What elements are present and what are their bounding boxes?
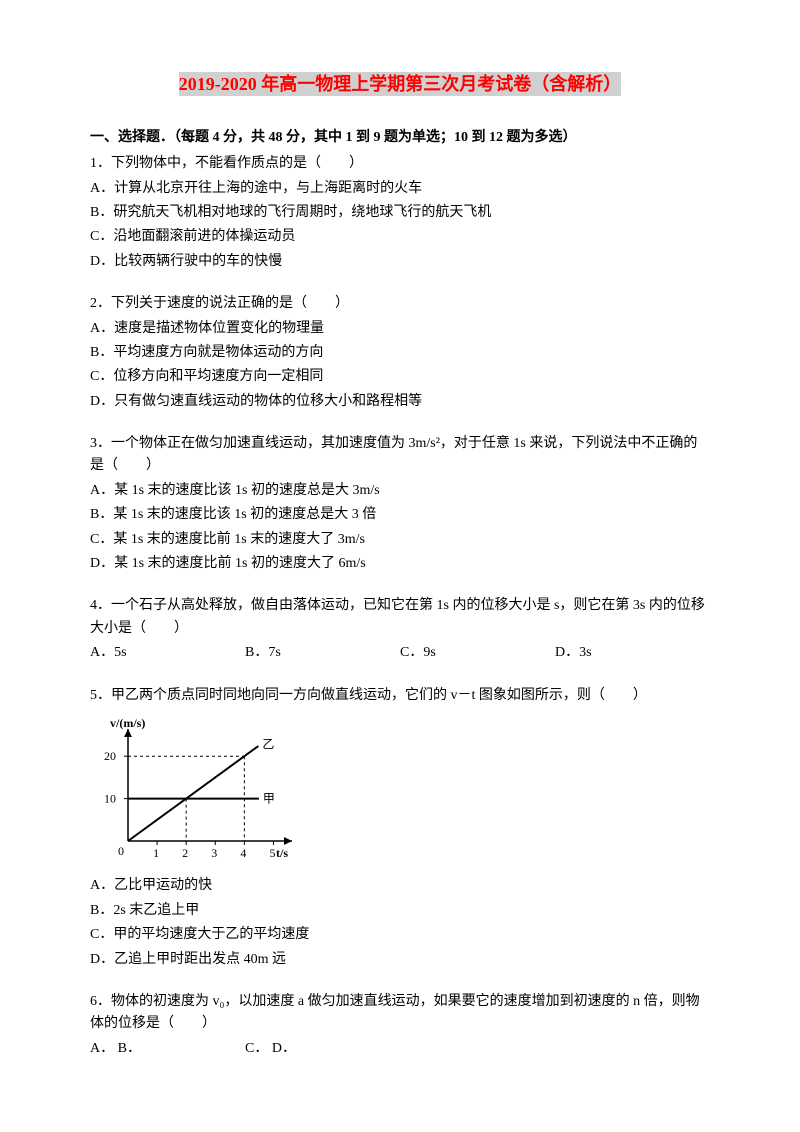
q4-stem: 4．一个石子从高处释放，做自由落体运动，已知它在第 1s 内的位移大小是 s，则… xyxy=(90,595,710,640)
svg-text:10: 10 xyxy=(104,792,116,806)
q4-option-b: B．7s xyxy=(245,642,400,664)
svg-text:20: 20 xyxy=(104,749,116,763)
q4-option-d: D．3s xyxy=(555,642,710,664)
svg-text:v/(m/s): v/(m/s) xyxy=(110,716,145,730)
q4-option-a: A．5s xyxy=(90,642,245,664)
q5-option-b: B．2s 末乙追上甲 xyxy=(90,900,710,922)
q3-option-d: D．某 1s 末的速度比前 1s 初的速度大了 6m/s xyxy=(90,553,710,575)
svg-text:4: 4 xyxy=(240,846,246,860)
q5-option-a: A．乙比甲运动的快 xyxy=(90,875,710,897)
q3-option-a: A．某 1s 末的速度比该 1s 初的速度总是大 3m/s xyxy=(90,480,710,502)
vt-chart-svg: 0 1 2 3 4 5 10 20 v/(m/s) t/s 甲 乙 xyxy=(90,713,300,863)
question-1: 1．下列物体中，不能看作质点的是（ ） A．计算从北京开往上海的途中，与上海距离… xyxy=(90,153,710,273)
q6-stem: 6．物体的初速度为 v₀，以加速度 a 做匀加速直线运动，如果要它的速度增加到初… xyxy=(90,991,710,1036)
svg-text:1: 1 xyxy=(153,846,159,860)
q1-option-c: C．沿地面翻滚前进的体操运动员 xyxy=(90,226,710,248)
question-6: 6．物体的初速度为 v₀，以加速度 a 做匀加速直线运动，如果要它的速度增加到初… xyxy=(90,991,710,1060)
q1-option-a: A．计算从北京开往上海的途中，与上海距离时的火车 xyxy=(90,178,710,200)
exam-title-text: 2019-2020 年高一物理上学期第三次月考试卷（含解析） xyxy=(179,72,622,96)
section-header: 一、选择题．（每题 4 分，共 48 分，其中 1 到 9 题为单选；10 到 … xyxy=(90,127,710,149)
q6-option-c: C． D． xyxy=(245,1038,400,1060)
q2-option-d: D．只有做匀速直线运动的物体的位移大小和路程相等 xyxy=(90,391,710,413)
question-5: 5．甲乙两个质点同时同地向同一方向做直线运动，它们的 v－t 图象如图所示，则（… xyxy=(90,685,710,971)
q2-option-a: A．速度是描述物体位置变化的物理量 xyxy=(90,318,710,340)
svg-text:2: 2 xyxy=(182,846,188,860)
q2-option-b: B．平均速度方向就是物体运动的方向 xyxy=(90,342,710,364)
svg-text:3: 3 xyxy=(211,846,217,860)
q5-option-d: D．乙追上甲时距出发点 40m 远 xyxy=(90,949,710,971)
q3-stem: 3．一个物体正在做匀加速直线运动，其加速度值为 3m/s²，对于任意 1s 来说… xyxy=(90,433,710,478)
question-4: 4．一个石子从高处释放，做自由落体运动，已知它在第 1s 内的位移大小是 s，则… xyxy=(90,595,710,664)
q2-option-c: C．位移方向和平均速度方向一定相同 xyxy=(90,366,710,388)
q5-option-c: C．甲的平均速度大于乙的平均速度 xyxy=(90,924,710,946)
svg-text:0: 0 xyxy=(118,844,124,858)
q1-stem: 1．下列物体中，不能看作质点的是（ ） xyxy=(90,153,710,175)
q5-stem: 5．甲乙两个质点同时同地向同一方向做直线运动，它们的 v－t 图象如图所示，则（… xyxy=(90,685,710,707)
q4-option-c: C．9s xyxy=(400,642,555,664)
q1-option-b: B．研究航天飞机相对地球的飞行周期时，绕地球飞行的航天飞机 xyxy=(90,202,710,224)
q3-option-b: B．某 1s 末的速度比该 1s 初的速度总是大 3 倍 xyxy=(90,504,710,526)
exam-title: 2019-2020 年高一物理上学期第三次月考试卷（含解析） xyxy=(90,70,710,99)
q6-options: A． B． C． D． xyxy=(90,1038,710,1060)
svg-text:甲: 甲 xyxy=(263,792,275,806)
q6-option-a: A． B． xyxy=(90,1038,245,1060)
q2-stem: 2．下列关于速度的说法正确的是（ ） xyxy=(90,293,710,315)
question-3: 3．一个物体正在做匀加速直线运动，其加速度值为 3m/s²，对于任意 1s 来说… xyxy=(90,433,710,575)
question-2: 2．下列关于速度的说法正确的是（ ） A．速度是描述物体位置变化的物理量 B．平… xyxy=(90,293,710,413)
q4-options: A．5s B．7s C．9s D．3s xyxy=(90,642,710,664)
q3-option-c: C．某 1s 末的速度比前 1s 末的速度大了 3m/s xyxy=(90,529,710,551)
svg-text:5: 5 xyxy=(269,846,275,860)
svg-text:t/s: t/s xyxy=(276,846,288,860)
vt-chart: 0 1 2 3 4 5 10 20 v/(m/s) t/s 甲 乙 xyxy=(90,713,710,871)
q1-option-d: D．比较两辆行驶中的车的快慢 xyxy=(90,251,710,273)
svg-text:乙: 乙 xyxy=(262,737,274,751)
